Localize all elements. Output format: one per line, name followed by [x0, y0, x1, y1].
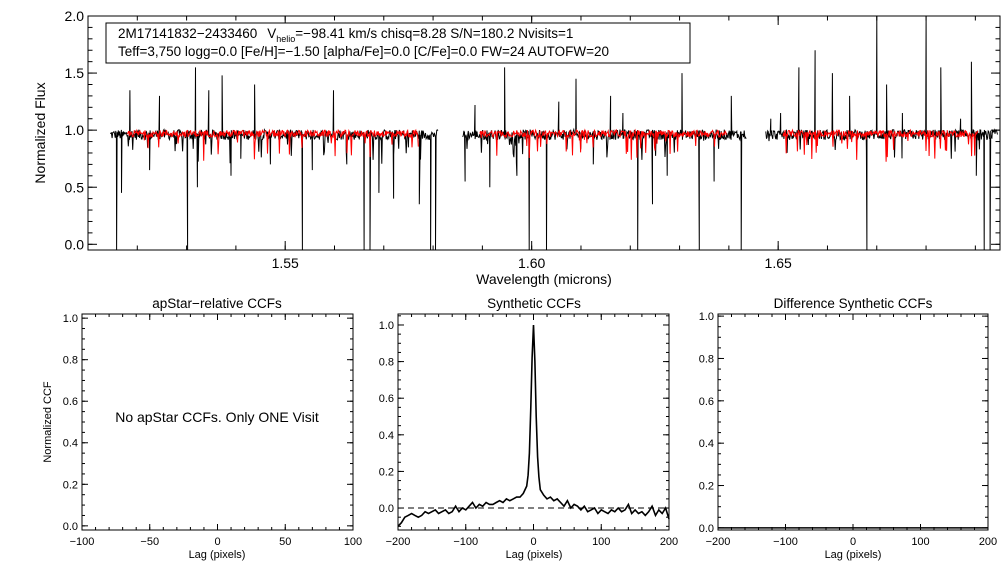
apstar-ccf-x-tick-label: 50 — [279, 536, 291, 548]
synthetic-ccf-x-tick-label: 0 — [530, 536, 536, 548]
spectrum-y-tick-label: 2.0 — [65, 8, 85, 24]
spectrum-y-tick-label: 0.5 — [65, 179, 85, 195]
synthetic-ccf-x-tick-label: 100 — [592, 536, 610, 548]
synthetic-ccf-x-tick-label: −200 — [386, 536, 411, 548]
spectrum-y-axis-label: Normalized Flux — [32, 82, 48, 183]
annotation-frame — [105, 22, 691, 64]
difference-ccf-y-tick-label: 0.0 — [699, 523, 714, 535]
spectrum-model-chip-2 — [479, 128, 727, 160]
spectrum-model-chip-3 — [782, 128, 979, 162]
synthetic-ccf-title: Synthetic CCFs — [487, 296, 581, 311]
difference-ccf-y-tick-label: 1.0 — [699, 311, 714, 323]
difference-ccf-x-tick-label: 100 — [911, 536, 929, 548]
spectrum-panel: 1.55 1.60 1.65 0.0 0.5 1.0 1.5 2.0 2M17141832−2… — [32, 8, 1001, 287]
apstar-ccf-x-tick-label: −100 — [70, 536, 95, 548]
spectrum-observed-chip-3 — [765, 15, 998, 251]
difference-ccf-y-tick-label: 0.8 — [699, 353, 714, 365]
apstar-ccf-note: No apStar CCFs. Only ONE Visit — [115, 409, 319, 425]
synthetic-ccf-traces — [397, 324, 670, 527]
spectrum-plot-frame — [87, 15, 1001, 251]
synthetic-ccf-y-tick-label: 0.6 — [379, 393, 394, 405]
apstar-ccf-x-tick-label: 100 — [344, 536, 362, 548]
difference-ccf-x-tick-label: −200 — [706, 536, 731, 548]
spectrum-x-tick-label: 1.65 — [765, 255, 792, 271]
difference-ccf-axis-ticks: −200 −100 0 100 200 0.0 0.2 0.4 0.6 0.8 1.0 — [699, 311, 997, 548]
apstar-ccf-x-tick-label: −50 — [140, 536, 159, 548]
difference-ccf-y-tick-label: 0.4 — [699, 438, 714, 450]
difference-ccf-title: Difference Synthetic CCFs — [774, 296, 933, 311]
apstar-ccf-y-tick-label: 0.4 — [63, 438, 78, 450]
apstar-ccf-y-tick-label: 0.2 — [63, 479, 78, 491]
spectrum-x-axis-label: Wavelength (microns) — [476, 271, 612, 287]
apstar-ccf-y-tick-label: 0.6 — [63, 396, 78, 408]
spectrum-y-tick-label: 1.0 — [65, 122, 85, 138]
difference-ccf-y-tick-label: 0.6 — [699, 396, 714, 408]
apstar-ccf-y-tick-label: 0.0 — [63, 521, 78, 533]
synthetic-ccf-axis-ticks: −200 −100 0 100 200 0.0 0.2 0.4 0.6 0.8 1.0 — [379, 314, 678, 548]
apstar-ccf-title: apStar−relative CCFs — [152, 296, 282, 311]
spectrum-x-tick-label: 1.60 — [518, 255, 545, 271]
spectrum-y-tick-label: 0.0 — [65, 236, 85, 252]
spectrum-axis-ticks: 1.55 1.60 1.65 0.0 0.5 1.0 1.5 2.0 — [65, 8, 1000, 271]
synthetic-ccf-x-tick-label: −100 — [453, 536, 478, 548]
apstar-ccf-axis-ticks: −100 −50 0 50 100 0.0 0.2 0.4 0.6 0.8 1.0 — [63, 313, 362, 548]
apstar-ccf-x-tick-label: 0 — [214, 536, 220, 548]
synthetic-ccf-y-tick-label: 0.0 — [379, 503, 394, 515]
apstar-ccf-panel: −100 −50 0 50 100 0.0 0.2 0.4 0.6 0.8 1.0 apStar−r… — [42, 296, 362, 561]
apstar-ccf-y-tick-label: 1.0 — [63, 313, 78, 325]
difference-ccf-x-tick-label: −100 — [773, 536, 798, 548]
synthetic-ccf-line — [397, 324, 670, 527]
difference-ccf-x-axis-label: Lag (pixels) — [825, 549, 882, 561]
difference-ccf-x-tick-label: 200 — [979, 536, 997, 548]
spectrum-y-tick-label: 1.5 — [65, 65, 85, 81]
synthetic-ccf-y-tick-label: 1.0 — [379, 320, 394, 332]
synthetic-ccf-x-tick-label: 200 — [660, 536, 678, 548]
annotation-line-2: Teff=3,750 logg=0.0 [Fe/H]=−1.50 [alpha/… — [118, 44, 609, 59]
apstar-ccf-y-axis-label: Normalized CCF — [42, 381, 54, 463]
spectrum-traces — [109, 15, 998, 251]
spectrum-annotation-box: 2M17141832−2433460 Vhelio=−98.41 km/s chi… — [105, 22, 691, 64]
spectrum-model-chip-1 — [126, 128, 419, 161]
synthetic-ccf-panel: −200 −100 0 100 200 0.0 0.2 0.4 0.6 0.8 1.0 Synthe… — [379, 296, 678, 561]
spectrum-x-tick-label: 1.55 — [272, 255, 299, 271]
synthetic-ccf-y-tick-label: 0.4 — [379, 430, 394, 442]
apstar-ccf-x-axis-label: Lag (pixels) — [189, 549, 246, 561]
synthetic-ccf-x-axis-label: Lag (pixels) — [506, 549, 563, 561]
difference-ccf-y-tick-label: 0.2 — [699, 480, 714, 492]
difference-ccf-panel: −200 −100 0 100 200 0.0 0.2 0.4 0.6 0.8 1.0 Differ… — [699, 296, 997, 561]
synthetic-ccf-y-tick-label: 0.2 — [379, 466, 394, 478]
synthetic-ccf-y-tick-label: 0.8 — [379, 357, 394, 369]
apstar-ccf-y-tick-label: 0.8 — [63, 355, 78, 367]
difference-ccf-x-tick-label: 0 — [850, 536, 856, 548]
annotation-line-1: 2M17141832−2433460 Vhelio=−98.41 km/s chi… — [118, 26, 573, 44]
